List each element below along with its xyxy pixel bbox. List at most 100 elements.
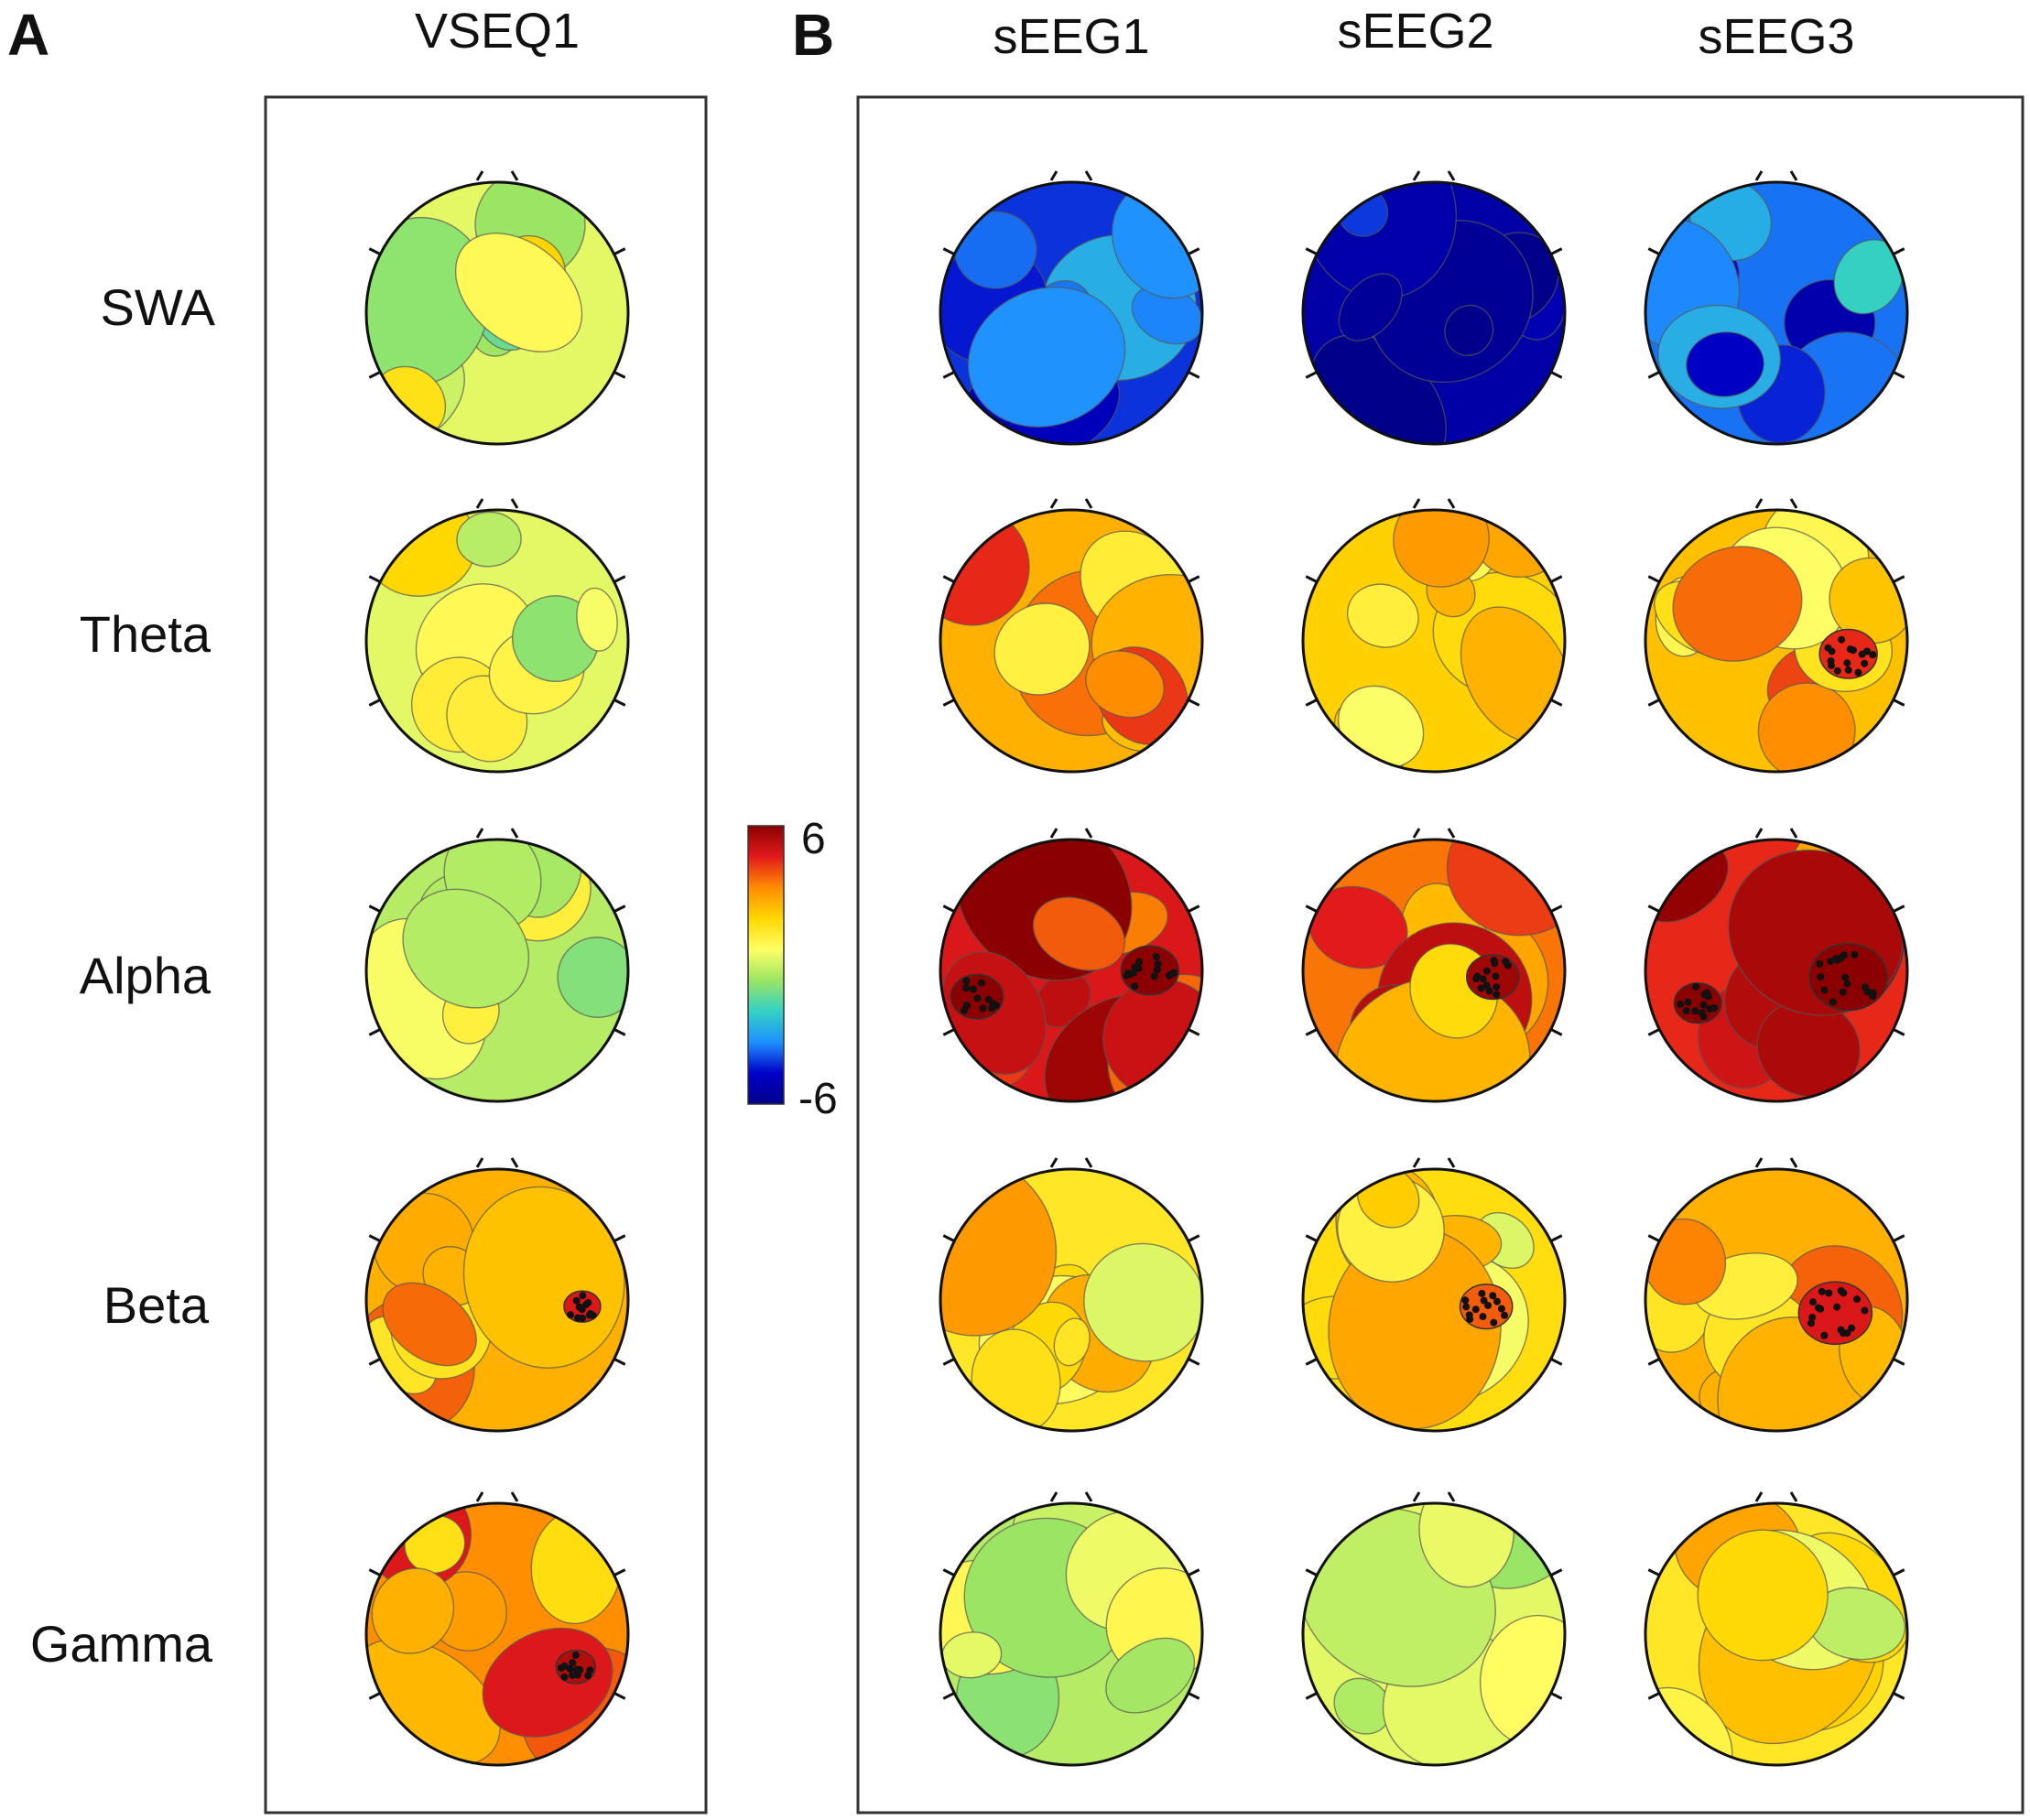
ear-tick [1893,1358,1905,1366]
ear-tick [942,575,955,583]
significant-electrode [1863,647,1872,655]
ear-tick [942,371,955,379]
ear-tick [368,371,381,379]
head-outline [1301,838,1567,1103]
ear-tick [1893,1692,1905,1700]
ear-tick [368,1692,381,1700]
contour-region [371,1567,455,1654]
head-outline [1644,1167,1909,1433]
significant-electrode [1480,1296,1488,1305]
significant-electrode [1854,668,1862,677]
head-outline [1644,1501,1909,1767]
ear-tick [1188,1568,1200,1576]
ear-tick [1305,699,1318,707]
significant-electrode [1843,980,1851,988]
significant-electrode [571,1652,580,1660]
contour-region [557,937,628,1018]
row-label-beta: Beta [103,1276,210,1334]
significant-electrode [1869,992,1877,1001]
ear-tick [613,1692,626,1700]
significant-electrode [575,1303,583,1311]
significant-electrode [961,1006,969,1014]
ear-tick [1188,371,1200,379]
ear-tick [1893,699,1905,707]
contour-region [1102,979,1202,1100]
ear-tick [1893,1234,1905,1242]
ear-tick [1647,575,1660,583]
head-outline [364,180,630,446]
contour-region [1333,1677,1392,1735]
panel-b-letter: B [792,2,834,68]
significant-electrode [1839,988,1847,996]
significant-electrode [1817,973,1825,981]
ear-tick [942,905,955,913]
ear-tick [1893,1568,1905,1576]
significant-electrode [1131,982,1139,991]
ear-tick [942,1234,955,1242]
ear-tick [368,1028,381,1036]
ear-tick [942,1692,955,1700]
ear-tick [942,1568,955,1576]
significant-electrode [1490,957,1498,965]
significant-electrode [1833,666,1841,675]
contour-region [1053,1317,1091,1367]
ear-tick [613,371,626,379]
nose-tick [1754,1491,1798,1502]
contour-region [1393,510,1490,588]
significant-electrode [1501,1311,1509,1319]
significant-electrode [1154,960,1162,969]
topoplot-grid [364,170,1909,1767]
head-outline [364,1167,630,1433]
significant-electrode [1827,656,1835,665]
significant-electrode [1833,1303,1841,1311]
head-outline [1301,180,1567,446]
panel-b-frame [856,95,2025,1815]
contour-region [456,511,522,568]
panel-a-letter: A [7,2,49,68]
significant-electrode [1473,972,1482,980]
ear-tick [1550,247,1563,255]
significant-electrode [573,1671,581,1679]
significant-electrode [962,983,971,991]
ear-tick [1893,247,1905,255]
significant-electrode [1848,1324,1856,1332]
topomap [364,498,630,774]
significant-electrode [572,1296,581,1305]
significant-electrode [574,1314,582,1322]
significant-electrode [1699,1001,1708,1009]
significant-electrode [1479,975,1487,983]
head-outline [939,1501,1204,1767]
contour-region [1085,650,1165,719]
ear-tick [368,1234,381,1242]
ear-tick [1647,1234,1660,1242]
significant-electrode [962,977,971,985]
contour-region [1757,682,1856,772]
ear-tick [1305,1358,1318,1366]
nose-tick [1049,498,1093,509]
topomap [1644,498,1909,774]
ear-tick [1305,1692,1318,1700]
nose-tick [1049,828,1093,839]
ear-tick [1305,905,1318,913]
head-outline [1644,180,1909,446]
ear-tick [613,575,626,583]
topomap [364,170,630,446]
significant-electrode [1684,998,1692,1006]
significant-electrode [1808,1314,1817,1322]
significant-electrode [1166,971,1174,980]
ear-tick [1305,1568,1318,1576]
ear-tick [1188,905,1200,913]
significant-electrode [1844,666,1852,674]
significant-electrode [1861,1306,1869,1315]
panel-a-frame [264,95,708,1815]
head-outline [939,1167,1204,1433]
significant-electrode [1837,1286,1845,1295]
significant-electrode [1843,659,1851,667]
row-label-theta: Theta [80,605,212,663]
topomap [939,1491,1204,1767]
significant-electrode [1493,1297,1501,1305]
significant-electrode [1838,635,1846,644]
significant-electrode [579,1292,587,1300]
topomap [939,828,1204,1103]
significant-electrode [1504,961,1512,970]
